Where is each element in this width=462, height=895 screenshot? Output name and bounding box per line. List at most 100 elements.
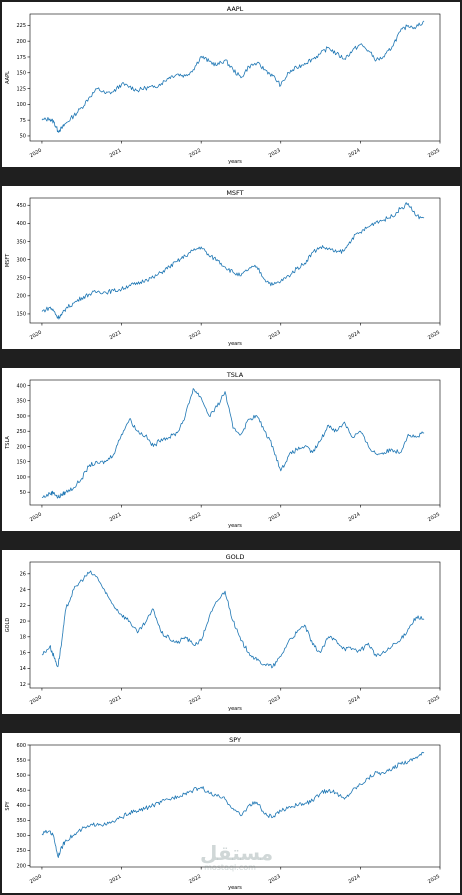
y-tick-label: 350 bbox=[16, 239, 26, 245]
y-axis-label: MSFT bbox=[5, 253, 11, 267]
y-tick-label: 75 bbox=[20, 118, 26, 124]
y-tick-label: 16 bbox=[20, 650, 26, 656]
plot-frame bbox=[29, 744, 441, 868]
y-tick-label: 200 bbox=[16, 863, 26, 869]
y-tick-label: 550 bbox=[16, 758, 26, 764]
y-tick-label: 12 bbox=[20, 682, 26, 688]
x-tick-label: 2024 bbox=[347, 148, 361, 160]
x-tick-label: 2023 bbox=[268, 148, 282, 160]
chart-title: SPY bbox=[229, 736, 241, 744]
series-line-gold bbox=[41, 570, 425, 669]
x-tick-label: 2020 bbox=[29, 512, 43, 524]
x-tick-label: 2024 bbox=[347, 330, 361, 342]
x-axis-label: years bbox=[228, 341, 242, 347]
y-tick-label: 22 bbox=[20, 603, 26, 609]
y-tick-label: 400 bbox=[16, 803, 26, 809]
x-tick-label: 2025 bbox=[427, 874, 441, 886]
x-axis-label: years bbox=[228, 159, 242, 165]
series-line-tsla bbox=[41, 388, 425, 499]
chart-title: MSFT bbox=[226, 189, 243, 197]
y-tick-label: 20 bbox=[20, 619, 26, 625]
x-tick-label: 2024 bbox=[347, 695, 361, 707]
y-tick-label: 250 bbox=[16, 429, 26, 435]
y-tick-label: 200 bbox=[16, 39, 26, 45]
series-line-spy bbox=[41, 751, 425, 858]
x-tick-label: 2022 bbox=[188, 148, 202, 160]
x-tick-label: 2024 bbox=[347, 874, 361, 886]
y-tick-label: 200 bbox=[16, 294, 26, 300]
y-tick-label: 350 bbox=[16, 818, 26, 824]
x-tick-label: 2021 bbox=[109, 148, 123, 160]
y-tick-label: 14 bbox=[20, 666, 26, 672]
x-tick-label: 2025 bbox=[427, 512, 441, 524]
chart-tsla: TSLA 50 100 150 200 250 300 350 400 2020 2021 2022 2… bbox=[5, 371, 441, 529]
x-tick-label: 2020 bbox=[29, 695, 43, 707]
y-tick-label: 500 bbox=[16, 773, 26, 779]
y-tick-label: 50 bbox=[20, 134, 26, 140]
x-tick-label: 2020 bbox=[29, 330, 43, 342]
x-tick-label: 2023 bbox=[268, 330, 282, 342]
x-tick-label: 2022 bbox=[188, 330, 202, 342]
x-axis-label: years bbox=[228, 885, 242, 891]
y-tick-label: 450 bbox=[16, 788, 26, 794]
x-tick-label: 2020 bbox=[29, 148, 43, 160]
plot-frame bbox=[29, 379, 441, 506]
y-tick-label: 300 bbox=[16, 257, 26, 263]
x-tick-label: 2020 bbox=[29, 874, 43, 886]
chart-panel-tsla: TSLA 50 100 150 200 250 300 350 400 2020 2021 2022 2… bbox=[2, 368, 460, 531]
y-axis-label: SPY bbox=[5, 800, 11, 810]
y-tick-label: 26 bbox=[20, 572, 26, 578]
x-tick-label: 2024 bbox=[347, 512, 361, 524]
x-axis-label: years bbox=[228, 706, 242, 712]
x-tick-label: 2025 bbox=[427, 330, 441, 342]
y-tick-label: 225 bbox=[16, 23, 26, 29]
chart-title: TSLA bbox=[226, 371, 244, 379]
series-line-msft bbox=[41, 202, 425, 320]
x-tick-label: 2023 bbox=[268, 512, 282, 524]
y-tick-label: 125 bbox=[16, 86, 26, 92]
y-tick-label: 400 bbox=[16, 383, 26, 389]
plot-frame bbox=[29, 13, 441, 142]
chart-panel-gold: GOLD 12 14 16 18 20 22 24 26 2020 2021 2022 2023 2024… bbox=[2, 550, 460, 714]
y-tick-label: 150 bbox=[16, 312, 26, 318]
watermark: مستقل mostaql.com bbox=[200, 841, 274, 872]
y-axis-label: TSLA bbox=[5, 436, 11, 450]
watermark-arabic-text: مستقل bbox=[200, 841, 274, 865]
x-tick-label: 2021 bbox=[109, 512, 123, 524]
x-tick-label: 2022 bbox=[188, 874, 202, 886]
x-tick-label: 2025 bbox=[427, 148, 441, 160]
series-line-aapl bbox=[41, 20, 425, 133]
y-tick-label: 250 bbox=[16, 276, 26, 282]
chart-panel-aapl: AAPL 50 75 100 125 150 175 200 225 2020 2021 2022 20… bbox=[2, 2, 460, 167]
chart-title: GOLD bbox=[226, 553, 245, 561]
x-tick-label: 2025 bbox=[427, 695, 441, 707]
y-tick-label: 300 bbox=[16, 414, 26, 420]
chart-title: AAPL bbox=[227, 5, 244, 13]
x-tick-label: 2022 bbox=[188, 512, 202, 524]
chart-aapl: AAPL 50 75 100 125 150 175 200 225 2020 2021 2022 20… bbox=[5, 5, 441, 165]
x-axis-label: years bbox=[228, 523, 242, 529]
chart-msft: MSFT 150 200 250 300 350 400 450 2020 2021 2022 202… bbox=[5, 189, 441, 347]
chart-panel-spy: SPY 200 250 300 350 400 450 500 550 600 2020 2021 20… bbox=[2, 733, 460, 893]
y-tick-label: 100 bbox=[16, 102, 26, 108]
chart-panel-msft: MSFT 150 200 250 300 350 400 450 2020 2021 2022 202… bbox=[2, 186, 460, 349]
y-tick-label: 250 bbox=[16, 848, 26, 854]
y-axis-label: GOLD bbox=[5, 618, 11, 633]
x-tick-label: 2021 bbox=[109, 330, 123, 342]
x-tick-label: 2022 bbox=[188, 695, 202, 707]
x-tick-label: 2023 bbox=[268, 874, 282, 886]
y-tick-label: 200 bbox=[16, 444, 26, 450]
y-tick-label: 400 bbox=[16, 221, 26, 227]
y-tick-label: 350 bbox=[16, 399, 26, 405]
y-tick-label: 175 bbox=[16, 55, 26, 61]
y-tick-label: 450 bbox=[16, 203, 26, 209]
y-tick-label: 150 bbox=[16, 460, 26, 466]
y-tick-label: 18 bbox=[20, 635, 26, 641]
x-tick-label: 2021 bbox=[109, 695, 123, 707]
y-axis-label: AAPL bbox=[5, 71, 11, 84]
y-tick-label: 100 bbox=[16, 475, 26, 481]
y-tick-label: 150 bbox=[16, 71, 26, 77]
x-tick-label: 2021 bbox=[109, 874, 123, 886]
